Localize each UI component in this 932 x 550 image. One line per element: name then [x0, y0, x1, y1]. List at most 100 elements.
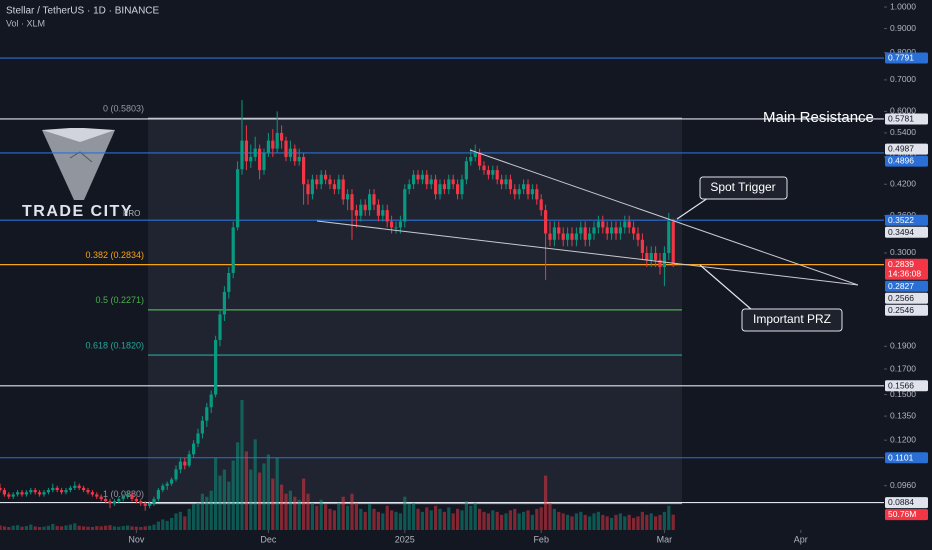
candle-body — [486, 170, 490, 175]
volume-bar — [51, 523, 55, 530]
candle-body — [363, 204, 367, 211]
candle-body — [244, 140, 248, 162]
volume-bar — [544, 475, 548, 530]
volume-bar — [658, 514, 662, 530]
volume-bar — [601, 514, 605, 530]
x-tick-label: Mar — [657, 534, 673, 544]
candle-body — [583, 227, 587, 240]
volume-bar — [504, 513, 508, 530]
volume-bar — [570, 516, 574, 530]
candle-body — [302, 156, 306, 185]
volume-bar — [390, 510, 394, 530]
volume-bar — [469, 505, 473, 530]
candle-body — [566, 233, 570, 240]
candle-body — [570, 233, 574, 240]
y-tick-label: 1.0000 — [890, 1, 916, 11]
volume-bar — [588, 516, 592, 530]
y-tick-label: 0.1350 — [890, 410, 916, 420]
candle-body — [526, 184, 530, 195]
candle-body — [557, 227, 561, 234]
candle-body — [473, 152, 477, 157]
volume-bar — [425, 507, 429, 530]
volume-bar — [139, 526, 143, 530]
candle-body — [618, 227, 622, 234]
annotation-arrow — [676, 197, 709, 220]
candle-body — [354, 210, 358, 216]
volume-bar — [86, 526, 90, 530]
candle-body — [266, 140, 270, 153]
volume-bar — [64, 525, 68, 530]
volume-bar — [381, 513, 385, 530]
candle-body — [90, 492, 94, 495]
candle-body — [442, 184, 446, 190]
trendline — [316, 220, 859, 286]
volume-bar — [183, 516, 187, 530]
candle-body — [601, 221, 605, 228]
volume-bar — [645, 514, 649, 530]
candle-body — [108, 501, 112, 504]
x-tick-label: Apr — [794, 534, 808, 544]
candle-body — [579, 227, 583, 234]
candle-body — [368, 194, 372, 211]
volume-bar — [513, 508, 517, 530]
volume-bar — [7, 526, 11, 530]
price-box-label: 0.7791 — [888, 53, 914, 63]
candle-body — [183, 461, 187, 466]
candle-body — [16, 492, 20, 495]
annotation: Spot Trigger — [710, 180, 775, 194]
volume-bar — [178, 511, 182, 530]
candle-body — [117, 498, 121, 502]
volume-bar — [526, 510, 530, 530]
volume-bar — [407, 504, 411, 530]
volume-bar — [332, 510, 336, 530]
candle-body — [126, 494, 130, 497]
candle-body — [324, 174, 328, 180]
volume-bar — [618, 513, 622, 530]
volume-bar — [152, 524, 156, 530]
volume-bar — [605, 516, 609, 530]
volume-label: 50.76M — [888, 509, 916, 519]
volume-bar — [2, 526, 6, 530]
volume-bar — [33, 526, 37, 530]
candle-body — [482, 165, 486, 171]
volume-bar — [222, 469, 226, 530]
volume-bar — [306, 493, 310, 530]
fib-label: 1 (0.0880) — [103, 489, 144, 499]
volume-bar — [315, 505, 319, 530]
candle-body — [596, 221, 600, 228]
price-box — [885, 214, 928, 226]
volume-bar — [218, 475, 222, 530]
y-tick-label: 0.1500 — [890, 389, 916, 399]
volume-bar — [368, 504, 372, 530]
y-tick-label: 0.1900 — [890, 341, 916, 351]
candle-body — [460, 179, 464, 195]
volume-bar — [236, 442, 240, 530]
candle-body — [20, 492, 24, 495]
volume-bar — [667, 505, 671, 530]
y-tick-label: 0.8000 — [890, 47, 916, 57]
candle-body — [420, 174, 424, 180]
volume-bar — [20, 526, 24, 530]
volume-box — [885, 509, 928, 521]
candle-body — [218, 314, 222, 340]
volume-bar — [60, 526, 64, 530]
candle-body — [539, 199, 543, 211]
candle-body — [60, 490, 64, 493]
volume-bar — [478, 508, 482, 530]
volume-bar — [82, 526, 86, 530]
candle-body — [451, 179, 455, 185]
candle-body — [134, 498, 138, 502]
candle-body — [346, 194, 350, 200]
price-box — [885, 52, 928, 64]
candle-body — [504, 179, 508, 185]
candle-body — [332, 184, 336, 190]
y-tick-label: 0.7000 — [890, 74, 916, 84]
candle-body — [491, 170, 495, 175]
candle-body — [205, 407, 209, 421]
candle-body — [148, 503, 152, 506]
candle-body — [236, 169, 240, 228]
fib-label: 0 (0.5803) — [103, 104, 144, 114]
candle-body — [112, 501, 116, 504]
volume-bar — [55, 526, 59, 530]
candle-body — [381, 210, 385, 216]
